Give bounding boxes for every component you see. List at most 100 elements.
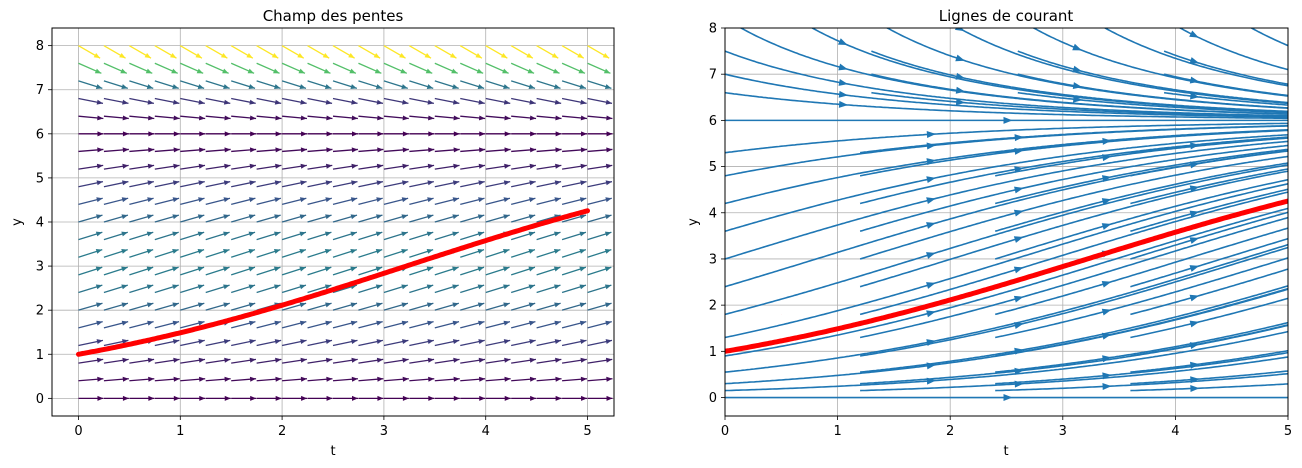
slope-arrowhead <box>427 180 434 186</box>
slope-arrowhead <box>224 147 231 153</box>
slope-arrowhead <box>426 214 434 220</box>
slope-arrowhead <box>427 99 434 105</box>
slope-arrowhead <box>376 180 383 186</box>
slope-arrowhead <box>605 320 612 326</box>
streamline-arrow <box>1101 332 1112 340</box>
slope-arrowhead <box>300 339 307 345</box>
slope-arrowhead <box>350 320 358 326</box>
slope-arrowhead <box>452 84 459 89</box>
streamline-arrow <box>1189 76 1200 84</box>
slope-arrowhead <box>122 376 129 382</box>
streamline <box>859 129 1288 177</box>
slope-arrowhead <box>173 376 180 382</box>
x-tick-label: 3 <box>1059 424 1067 439</box>
streamline-arrow <box>1003 394 1013 402</box>
streamline <box>1130 268 1288 316</box>
slope-arrowhead <box>502 68 509 74</box>
slope-arrowhead <box>477 302 485 308</box>
slope-arrowhead <box>299 249 306 254</box>
solution-line <box>76 208 590 357</box>
slope-arrowhead <box>350 197 358 203</box>
y-tick-label: 6 <box>36 127 44 142</box>
slope-arrowhead <box>530 395 537 401</box>
streamline-arrow <box>1013 209 1024 217</box>
slope-arrowhead <box>605 339 613 345</box>
slope-arrowhead <box>199 376 206 382</box>
y-tick-label: 3 <box>36 260 44 275</box>
x-tick-label: 3 <box>380 424 388 439</box>
slope-arrowhead <box>450 52 457 59</box>
streamline <box>1017 50 1288 104</box>
streamline <box>860 356 1288 392</box>
slope-arrowhead <box>248 249 255 254</box>
slope-arrowhead <box>453 376 460 382</box>
slope-arrowhead <box>248 284 256 290</box>
slope-arrowhead <box>122 131 129 137</box>
streamline-arrow <box>955 86 966 94</box>
slope-arrowhead <box>554 231 561 237</box>
slope-arrowhead <box>554 84 561 89</box>
chart-title: Champ des pentes <box>263 7 404 25</box>
slope-arrowhead <box>147 163 155 169</box>
slope-arrowhead <box>377 115 384 121</box>
slope-arrowhead <box>529 99 536 105</box>
slope-arrowhead <box>300 180 307 186</box>
streamline-arrow <box>1101 223 1112 230</box>
slope-arrowhead <box>223 249 230 254</box>
slope-arrowhead <box>478 99 485 105</box>
slope-arrowhead <box>173 147 180 153</box>
slope-arrowhead <box>555 131 562 137</box>
chart-slope-field: Champ des pentes 0 1 2 3 4 5 0 1 2 3 4 5 6 7 8 t y <box>10 7 615 459</box>
streamline-arrow <box>1101 175 1112 183</box>
slope-arrowhead <box>172 284 179 290</box>
slope-arrowhead <box>529 115 537 121</box>
slope-arrowhead <box>274 99 282 105</box>
slope-arrowhead <box>553 68 560 74</box>
streamline-arrow <box>838 100 849 108</box>
slope-arrowhead <box>554 180 562 186</box>
slope-arrowhead <box>452 180 460 186</box>
streamline <box>1130 136 1288 154</box>
slope-arrowhead <box>402 147 409 153</box>
streamline <box>860 285 1288 373</box>
slope-arrowhead <box>579 266 586 272</box>
slope-arrowhead <box>426 84 434 89</box>
slope-arrowhead <box>121 84 128 89</box>
slope-arrowhead <box>198 357 206 363</box>
slope-arrowhead <box>146 249 154 254</box>
x-tick-label: 4 <box>1171 424 1179 439</box>
streamline-arrow <box>838 63 848 71</box>
slope-arrowhead <box>197 302 205 308</box>
streamline-arrow <box>955 54 965 62</box>
slope-arrowhead <box>300 376 308 382</box>
slope-arrowhead <box>324 84 332 89</box>
slope-arrowhead <box>605 357 613 363</box>
streamline <box>994 162 1288 232</box>
slope-arrowhead <box>323 68 331 74</box>
slope-arrowhead <box>377 395 384 401</box>
slope-arrowhead <box>606 131 613 137</box>
streamline <box>1017 73 1288 109</box>
slope-arrowhead <box>249 357 256 363</box>
streamline-arrow <box>1189 161 1200 169</box>
streamline <box>1163 73 1288 97</box>
slope-arrowhead <box>121 197 129 203</box>
slope-arrowhead <box>376 339 383 345</box>
streamline-arrow <box>1189 210 1200 218</box>
slope-arrowhead <box>402 131 409 137</box>
slope-arrowhead <box>223 84 230 89</box>
slope-arrowhead <box>273 266 281 272</box>
slope-arrowhead <box>605 180 613 186</box>
slope-arrowhead <box>351 147 358 153</box>
streamline <box>725 243 1288 373</box>
slope-arrowhead <box>197 266 205 272</box>
streamline <box>995 351 1288 385</box>
slope-arrowhead <box>376 163 384 169</box>
slope-arrowhead <box>223 339 231 345</box>
slope-arrowhead <box>223 99 231 105</box>
slope-arrowhead <box>249 180 256 186</box>
y-tick-label: 8 <box>36 39 44 54</box>
slope-arrowhead <box>146 284 154 290</box>
streamline <box>1017 91 1288 114</box>
slope-arrowhead <box>402 99 409 105</box>
